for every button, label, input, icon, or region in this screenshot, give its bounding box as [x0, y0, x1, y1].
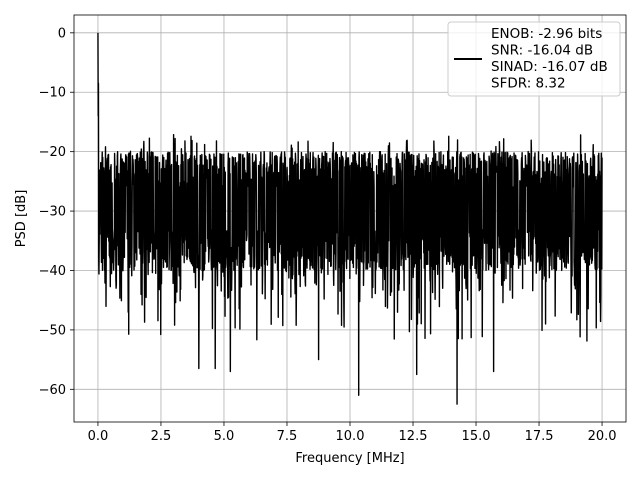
legend: ENOB: -2.96 bits SNR: -16.04 dB SINAD: -…	[447, 21, 621, 97]
series-layer	[97, 32, 603, 405]
legend-line-sfdr: SFDR: 8.32	[491, 76, 566, 92]
x-tick-label: 2.5	[151, 429, 172, 444]
legend-line-snr: SNR: -16.04 dB	[491, 43, 593, 59]
y-tick-label: −60	[39, 383, 66, 398]
legend-line-enob: ENOB: -2.96 bits	[491, 26, 602, 42]
y-tick-label: −40	[39, 264, 66, 279]
legend-line-sinad: SINAD: -16.07 dB	[491, 59, 608, 75]
legend-box	[447, 21, 621, 97]
y-tick-label: −30	[39, 205, 66, 220]
x-tick-label: 5.0	[214, 429, 235, 444]
x-tick-label: 20.0	[588, 429, 617, 444]
x-tick-label: 10.0	[336, 429, 365, 444]
y-tick-label: −50	[39, 323, 66, 338]
y-tick-label: −10	[39, 86, 66, 101]
x-tick-label: 0.0	[88, 429, 109, 444]
x-tick-label: 15.0	[462, 429, 491, 444]
x-axis-label: Frequency [MHz]	[295, 451, 404, 466]
x-tick-label: 12.5	[399, 429, 428, 444]
y-axis-label: PSD [dB]	[14, 190, 29, 248]
y-tick-label: 0	[58, 26, 66, 41]
x-tick-label: 17.5	[525, 429, 554, 444]
x-tick-label: 7.5	[277, 429, 298, 444]
y-tick-label: −20	[39, 145, 66, 160]
x-axis-ticks: 0.0 2.5 5.0 7.5 10.0 12.5 15.0 17.5 20.0	[88, 422, 617, 444]
y-axis-ticks: 0 −10 −20 −30 −40 −50 −60	[39, 26, 74, 398]
psd-series-line	[97, 32, 603, 405]
